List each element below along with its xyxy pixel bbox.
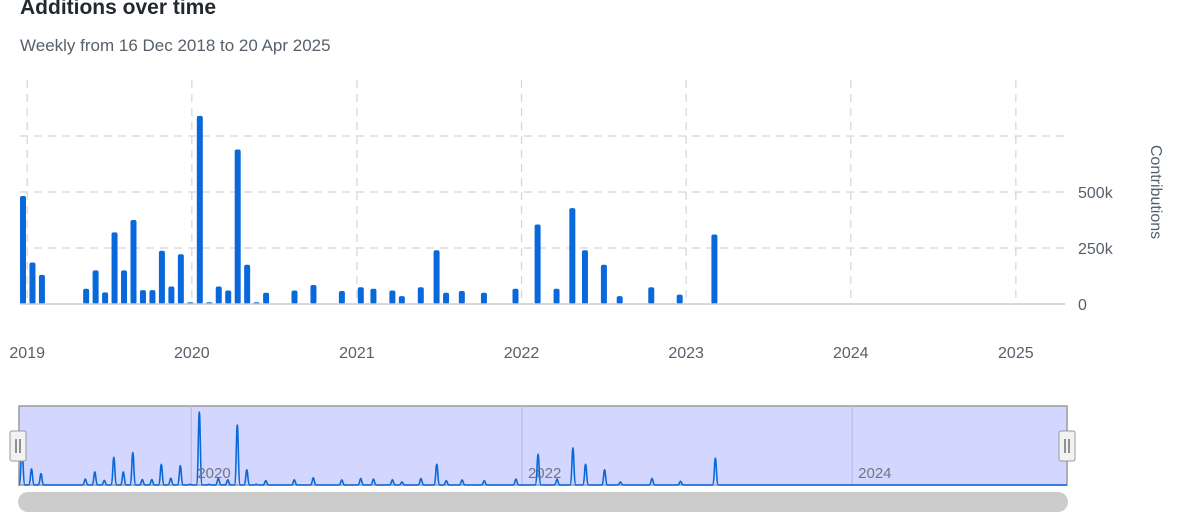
bar[interactable] (20, 196, 26, 304)
bar[interactable] (263, 292, 270, 304)
bar[interactable] (121, 270, 128, 304)
bar[interactable] (92, 270, 99, 304)
bar[interactable] (158, 250, 165, 304)
navigator-handle-right[interactable] (1058, 430, 1076, 462)
bar[interactable] (553, 288, 560, 304)
y-tick-label: 500k (1078, 185, 1114, 202)
bar[interactable] (139, 290, 146, 304)
x-tick-label: 2019 (9, 345, 45, 362)
x-tick-label: 2020 (174, 345, 210, 362)
bar[interactable] (648, 287, 655, 304)
bar[interactable] (534, 224, 541, 304)
bar[interactable] (357, 287, 364, 304)
navigator-selection[interactable] (18, 405, 1068, 486)
y-axis-label: Contributions (1147, 145, 1164, 239)
bar[interactable] (443, 292, 450, 304)
bar[interactable] (458, 291, 465, 304)
x-axis-ticks: 2019 2020 2021 2022 2023 2024 2025 (9, 345, 1033, 362)
x-tick-label: 2023 (668, 345, 704, 362)
bar[interactable] (711, 234, 718, 304)
bar[interactable] (512, 288, 519, 304)
navigator-handle-left[interactable] (9, 430, 27, 462)
y-tick-label: 0 (1078, 297, 1087, 314)
x-tick-label: 2021 (339, 345, 375, 362)
bar[interactable] (338, 291, 345, 304)
grip-icon (1064, 439, 1070, 453)
bar[interactable] (83, 288, 90, 304)
x-tick-label: 2024 (833, 345, 869, 362)
bar[interactable] (111, 232, 118, 304)
bar[interactable] (215, 286, 222, 304)
bar[interactable] (38, 274, 45, 304)
bar[interactable] (581, 250, 588, 304)
navigator-label: 2022 (528, 465, 561, 482)
bar[interactable] (196, 115, 203, 304)
chart-title: Additions over time (20, 0, 217, 19)
bar[interactable] (29, 262, 36, 304)
bar[interactable] (417, 287, 424, 304)
bar[interactable] (370, 288, 377, 304)
bar[interactable] (244, 264, 251, 304)
bar[interactable] (676, 294, 683, 304)
bar[interactable] (433, 250, 440, 304)
bar[interactable] (177, 254, 184, 304)
x-tick-label: 2025 (998, 345, 1034, 362)
bar[interactable] (102, 292, 109, 304)
chart-subtitle: Weekly from 16 Dec 2018 to 20 Apr 2025 (20, 36, 331, 55)
bar[interactable] (480, 292, 487, 304)
bar[interactable] (130, 220, 137, 304)
scrollbar-track[interactable] (18, 492, 1068, 512)
horizontal-gridlines (20, 135, 1065, 249)
range-navigator[interactable]: 2020 2022 2024 (9, 405, 1076, 486)
bar[interactable] (569, 208, 576, 304)
navigator-gridlines (190, 406, 853, 485)
bar[interactable] (291, 290, 298, 304)
bar[interactable] (225, 290, 232, 304)
bar[interactable] (398, 296, 405, 304)
bar[interactable] (310, 284, 317, 304)
x-tick-label: 2022 (504, 345, 540, 362)
y-tick-label: 250k (1078, 241, 1114, 258)
bar[interactable] (389, 290, 396, 304)
bar[interactable] (616, 296, 623, 304)
y-axis-ticks: 0 250k 500k (1078, 185, 1114, 314)
navigator-labels: 2020 2022 2024 (197, 465, 891, 482)
navigator-series-line (18, 411, 1067, 486)
bar-series (20, 115, 718, 304)
grip-icon (15, 439, 21, 453)
bar[interactable] (234, 149, 241, 304)
navigator-label: 2024 (858, 465, 891, 482)
navigator-label: 2020 (197, 465, 230, 482)
bar[interactable] (149, 290, 156, 304)
bar[interactable] (600, 264, 607, 304)
bar[interactable] (168, 286, 175, 304)
